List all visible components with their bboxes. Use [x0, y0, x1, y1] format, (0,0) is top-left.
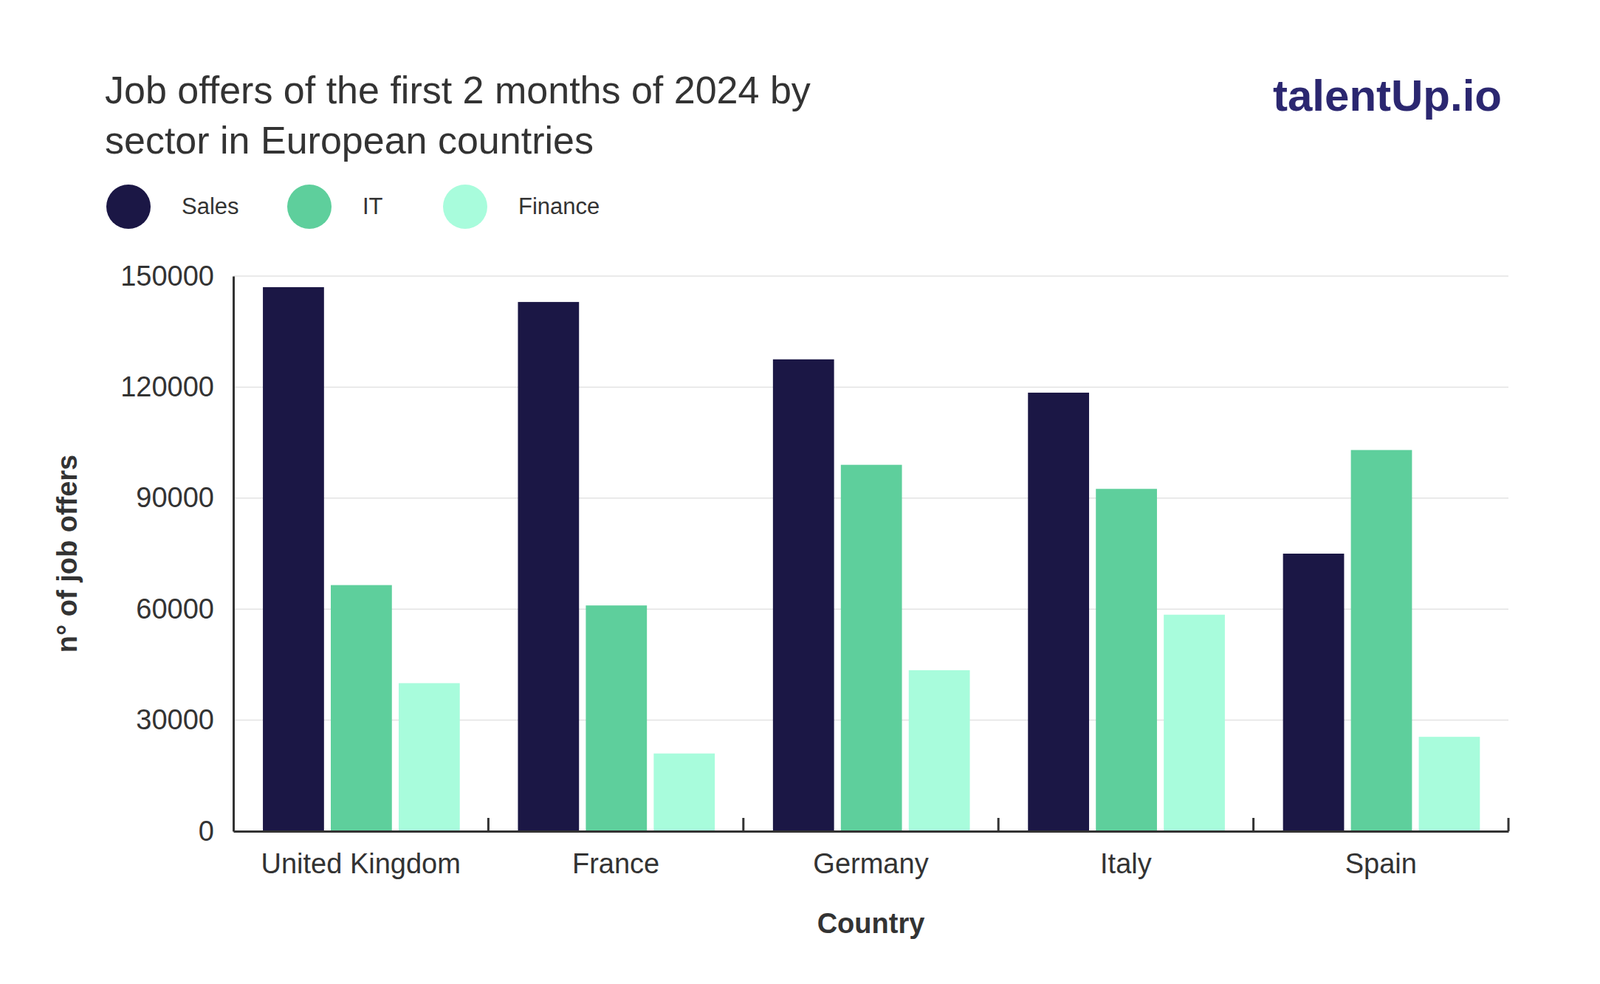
- y-tick: 60000: [135, 593, 234, 625]
- legend: Sales IT Finance: [106, 184, 600, 229]
- legend-marker: [443, 184, 488, 229]
- bar: [517, 301, 579, 832]
- x-tick-label: United Kingdom: [261, 848, 461, 880]
- bar: [773, 359, 835, 832]
- group-separator: [742, 818, 745, 832]
- y-tick: 30000: [135, 704, 234, 736]
- y-tick: 90000: [135, 482, 234, 514]
- logo: talentUp.io: [1272, 70, 1502, 121]
- bar: [330, 585, 393, 832]
- x-tick: Spain: [1345, 831, 1417, 880]
- legend-label: IT: [362, 193, 384, 220]
- x-tick: France: [572, 831, 660, 880]
- group-separator: [487, 818, 490, 832]
- y-tick: 150000: [120, 260, 234, 292]
- bar: [1351, 450, 1413, 832]
- y-tick-label: 90000: [135, 482, 215, 514]
- bar: [908, 670, 971, 832]
- y-tick: 120000: [120, 371, 234, 403]
- legend-label: Sales: [181, 193, 240, 220]
- y-axis-line: [232, 276, 235, 833]
- grid: [233, 276, 1509, 832]
- y-axis: 0 30000 60000 90000 120000 150000: [120, 260, 234, 847]
- bar: [585, 605, 647, 832]
- group-separator: [1252, 818, 1255, 832]
- bar: [1095, 488, 1157, 832]
- bar: [1163, 615, 1225, 832]
- x-tick-label: Germany: [812, 848, 929, 880]
- x-tick-label: France: [572, 848, 660, 880]
- bar: [262, 287, 325, 832]
- y-axis-title: n° of job offers: [51, 454, 83, 654]
- legend-marker: [106, 184, 151, 229]
- x-axis-line: [234, 830, 1510, 833]
- bar: [653, 753, 715, 832]
- x-tick: United Kingdom: [261, 831, 461, 880]
- group-separator: [997, 818, 1000, 832]
- x-tick: Italy: [1100, 831, 1152, 880]
- grid-line: [233, 275, 1509, 277]
- bar: [398, 682, 460, 832]
- x-tick-label: Spain: [1345, 848, 1417, 880]
- bars: [262, 287, 1480, 832]
- title: Job offers of the first 2 months of 2024…: [104, 68, 811, 162]
- y-tick: 0: [198, 815, 234, 847]
- bar: [840, 465, 903, 832]
- grid-line: [233, 386, 1509, 389]
- x-axis: United Kingdom France Germany Italy Spain: [234, 831, 1510, 880]
- y-tick-label: 60000: [135, 593, 215, 625]
- x-tick: Germany: [812, 831, 929, 880]
- bar: [1027, 392, 1090, 832]
- x-tick-label: Italy: [1100, 848, 1152, 880]
- grid-line: [233, 830, 1509, 833]
- y-tick-label: 0: [198, 815, 215, 847]
- y-tick-label: 30000: [135, 704, 215, 736]
- y-tick-label: 120000: [120, 371, 215, 403]
- bar: [1283, 553, 1345, 832]
- chart: Job offers of the first 2 months of 2024…: [0, 0, 1600, 984]
- y-tick-label: 150000: [120, 260, 215, 292]
- x-axis-title: Country: [817, 908, 926, 940]
- legend-marker: [287, 184, 332, 229]
- legend-label: Finance: [518, 193, 600, 220]
- group-separator: [1507, 818, 1510, 832]
- bar: [1419, 736, 1481, 832]
